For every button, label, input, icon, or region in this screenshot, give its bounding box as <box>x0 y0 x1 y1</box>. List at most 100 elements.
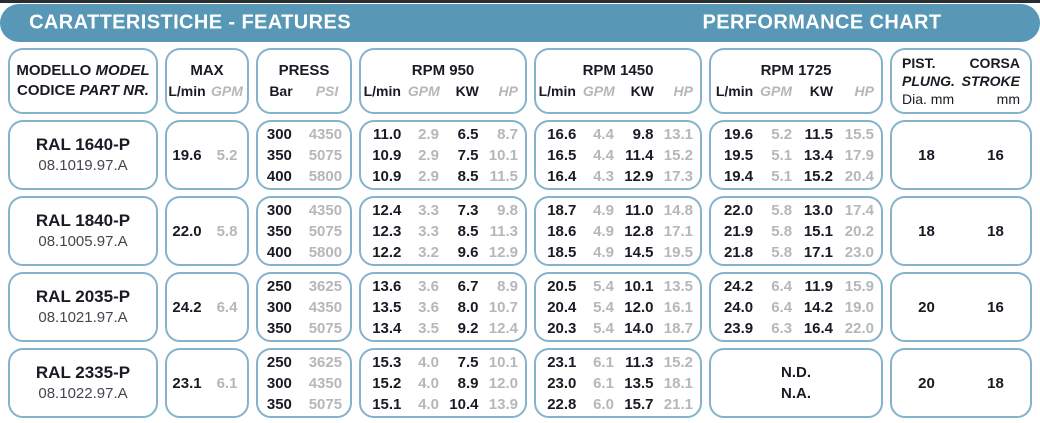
max-gpm-value: 5.8 <box>216 222 238 240</box>
table-row: RAL 1840-P 08.1005.97.A 22.0 5.8 300 4350 3… <box>0 196 1040 266</box>
rpm1725-gpm-value: 5.1 <box>771 146 793 164</box>
rpm950-lmin-value: 12.2 <box>372 243 402 261</box>
rpm1450-kw-value: 10.1 <box>624 277 654 295</box>
rpm950-kw-value: 7.5 <box>457 353 479 371</box>
max-gpm-value: 6.4 <box>216 298 238 316</box>
kw-unit: KW <box>809 83 834 99</box>
press-psi-value: 5800 <box>308 167 343 185</box>
performance-chart-title: PERFORMANCE CHART <box>702 11 942 34</box>
press-psi-value: 4350 <box>308 374 343 392</box>
press-psi-value: 4350 <box>308 201 343 219</box>
rpm1725-hp-value: 15.5 <box>844 125 874 143</box>
rpm1450-cell: 20.5 5.4 10.1 13.5 20.4 5.4 12.0 16.1 20.3 5.4 14.… <box>534 272 702 342</box>
rpm1450-lmin-value: 23.1 <box>547 353 577 371</box>
rpm1450-kw-value: 12.9 <box>624 167 654 185</box>
model-name: RAL 2035-P <box>35 287 131 306</box>
rpm950-lmin-value: 10.9 <box>372 146 402 164</box>
rpm950-gpm-value: 3.3 <box>418 201 439 219</box>
rpm950-lmin-value: 13.4 <box>372 319 402 337</box>
model-code: 08.1021.97.A <box>38 309 128 326</box>
rpm950-gpm-value: 2.9 <box>418 167 439 185</box>
rpm950-lmin-value: 12.4 <box>372 201 402 219</box>
rpm1450-kw-value: 11.0 <box>625 201 654 219</box>
rpm1725-cell: 24.2 6.4 11.9 15.9 24.0 6.4 14.2 19.0 23.9 6.3 16.… <box>709 272 883 342</box>
piston-dia-value: 18 <box>918 222 935 240</box>
rpm1450-title: RPM 1450 <box>582 62 654 79</box>
press-bar-value: 300 <box>266 374 292 392</box>
rpm950-hp-value: 12.9 <box>488 243 518 261</box>
piston-dia-value: 20 <box>918 298 935 316</box>
max-lmin-value: 23.1 <box>172 374 202 392</box>
hp-unit: HP <box>673 83 693 99</box>
rpm1725-hp-value: 23.0 <box>844 243 874 261</box>
max-cell: 24.2 6.4 <box>165 272 249 342</box>
table-row: RAL 2035-P 08.1021.97.A 24.2 6.4 250 3625 3… <box>0 272 1040 342</box>
max-lmin-value: 22.0 <box>172 222 202 240</box>
rpm1450-hp-value: 15.2 <box>663 353 693 371</box>
press-bar-value: 300 <box>266 298 292 316</box>
rpm1450-hp-value: 17.3 <box>663 167 693 185</box>
rpm1725-hp-value: 15.9 <box>844 277 874 295</box>
rpm1450-lmin-value: 16.5 <box>547 146 577 164</box>
header-rpm950: RPM 950 L/min GPM KW HP <box>359 48 527 114</box>
stroke-value: 18 <box>987 222 1004 240</box>
rpm1450-hp-value: 13.5 <box>663 277 693 295</box>
bar-unit: Bar <box>269 83 293 99</box>
rpm1725-cell: 22.0 5.8 13.0 17.4 21.9 5.8 15.1 20.2 21.8 5.8 17.… <box>709 196 883 266</box>
header-press: PRESS Bar PSI <box>256 48 352 114</box>
rpm1450-hp-value: 13.1 <box>663 125 693 143</box>
rpm950-hp-value: 11.5 <box>489 167 518 185</box>
lmin-unit: L/min <box>715 83 754 99</box>
press-psi-value: 4350 <box>308 125 343 143</box>
section-title-bar: CARATTERISTICHE - FEATURES PERFORMANCE C… <box>0 4 1040 42</box>
rpm1725-title: RPM 1725 <box>760 62 832 79</box>
rpm1450-hp-value: 14.8 <box>663 201 693 219</box>
hp-unit: HP <box>854 83 874 99</box>
rpm950-kw-value: 6.7 <box>457 277 479 295</box>
rpm1725-hp-value: 22.0 <box>844 319 874 337</box>
pist-label: PIST. <box>902 55 936 71</box>
press-title: PRESS <box>278 62 330 79</box>
rpm1450-gpm-value: 6.0 <box>593 395 614 413</box>
stroke-value: 16 <box>987 298 1004 316</box>
rpm1450-gpm-value: 5.4 <box>593 277 614 295</box>
model-code: 08.1019.97.A <box>38 157 128 174</box>
rpm1450-gpm-value: 4.9 <box>593 243 614 261</box>
features-title: CARATTERISTICHE - FEATURES <box>29 11 351 34</box>
piston-dia-value: 18 <box>918 146 935 164</box>
press-psi-value: 4350 <box>308 298 343 316</box>
max-units: L/min GPM <box>167 81 247 101</box>
rpm1725-gpm-value: 5.8 <box>771 222 793 240</box>
model-cell: RAL 1840-P 08.1005.97.A <box>8 196 158 266</box>
piston-header-column: PIST. PLUNG. Dia. mm <box>902 54 961 108</box>
header-model: MODELLO MODEL CODICE PART NR. <box>8 48 158 114</box>
table-header-row: MODELLO MODEL CODICE PART NR. MAX L/min … <box>0 48 1040 114</box>
rpm1450-hp-value: 15.2 <box>663 146 693 164</box>
rpm950-kw-value: 9.2 <box>457 319 479 337</box>
rpm950-gpm-value: 3.3 <box>418 222 439 240</box>
rpm1450-gpm-value: 5.4 <box>593 298 614 316</box>
rpm950-lmin-value: 11.0 <box>373 125 402 143</box>
table-row: RAL 1640-P 08.1019.97.A 19.6 5.2 300 4350 3… <box>0 120 1040 190</box>
rpm1450-kw-value: 15.7 <box>624 395 654 413</box>
stroke-header-column: CORSA STROKE mm <box>961 54 1020 108</box>
rpm1725-lmin-value: 24.2 <box>723 277 754 295</box>
press-psi-value: 5075 <box>308 319 343 337</box>
rpm950-hp-value: 8.7 <box>497 125 518 143</box>
rpm950-gpm-value: 2.9 <box>418 146 439 164</box>
rpm950-title: RPM 950 <box>411 62 475 79</box>
press-bar-value: 250 <box>266 353 292 371</box>
header-piston-stroke: PIST. PLUNG. Dia. mm CORSA STROKE mm <box>890 48 1032 114</box>
rpm1725-lmin-value: 19.6 <box>723 125 754 143</box>
top-edge-strip <box>0 0 1040 3</box>
rpm950-hp-value: 12.4 <box>488 319 518 337</box>
rpm1725-kw-value: 11.5 <box>804 125 834 143</box>
rpm1450-gpm-value: 6.1 <box>593 353 614 371</box>
lmin-unit: L/min <box>363 83 401 99</box>
rpm1450-hp-value: 18.7 <box>663 319 693 337</box>
header-model-line1: MODELLO MODEL <box>10 61 156 81</box>
corsa-label: CORSA <box>969 55 1020 71</box>
piston-stroke-cell: 18 18 <box>890 196 1032 266</box>
rpm1725-gpm-value: 6.4 <box>771 298 793 316</box>
piston-stroke-cell: 20 18 <box>890 348 1032 418</box>
